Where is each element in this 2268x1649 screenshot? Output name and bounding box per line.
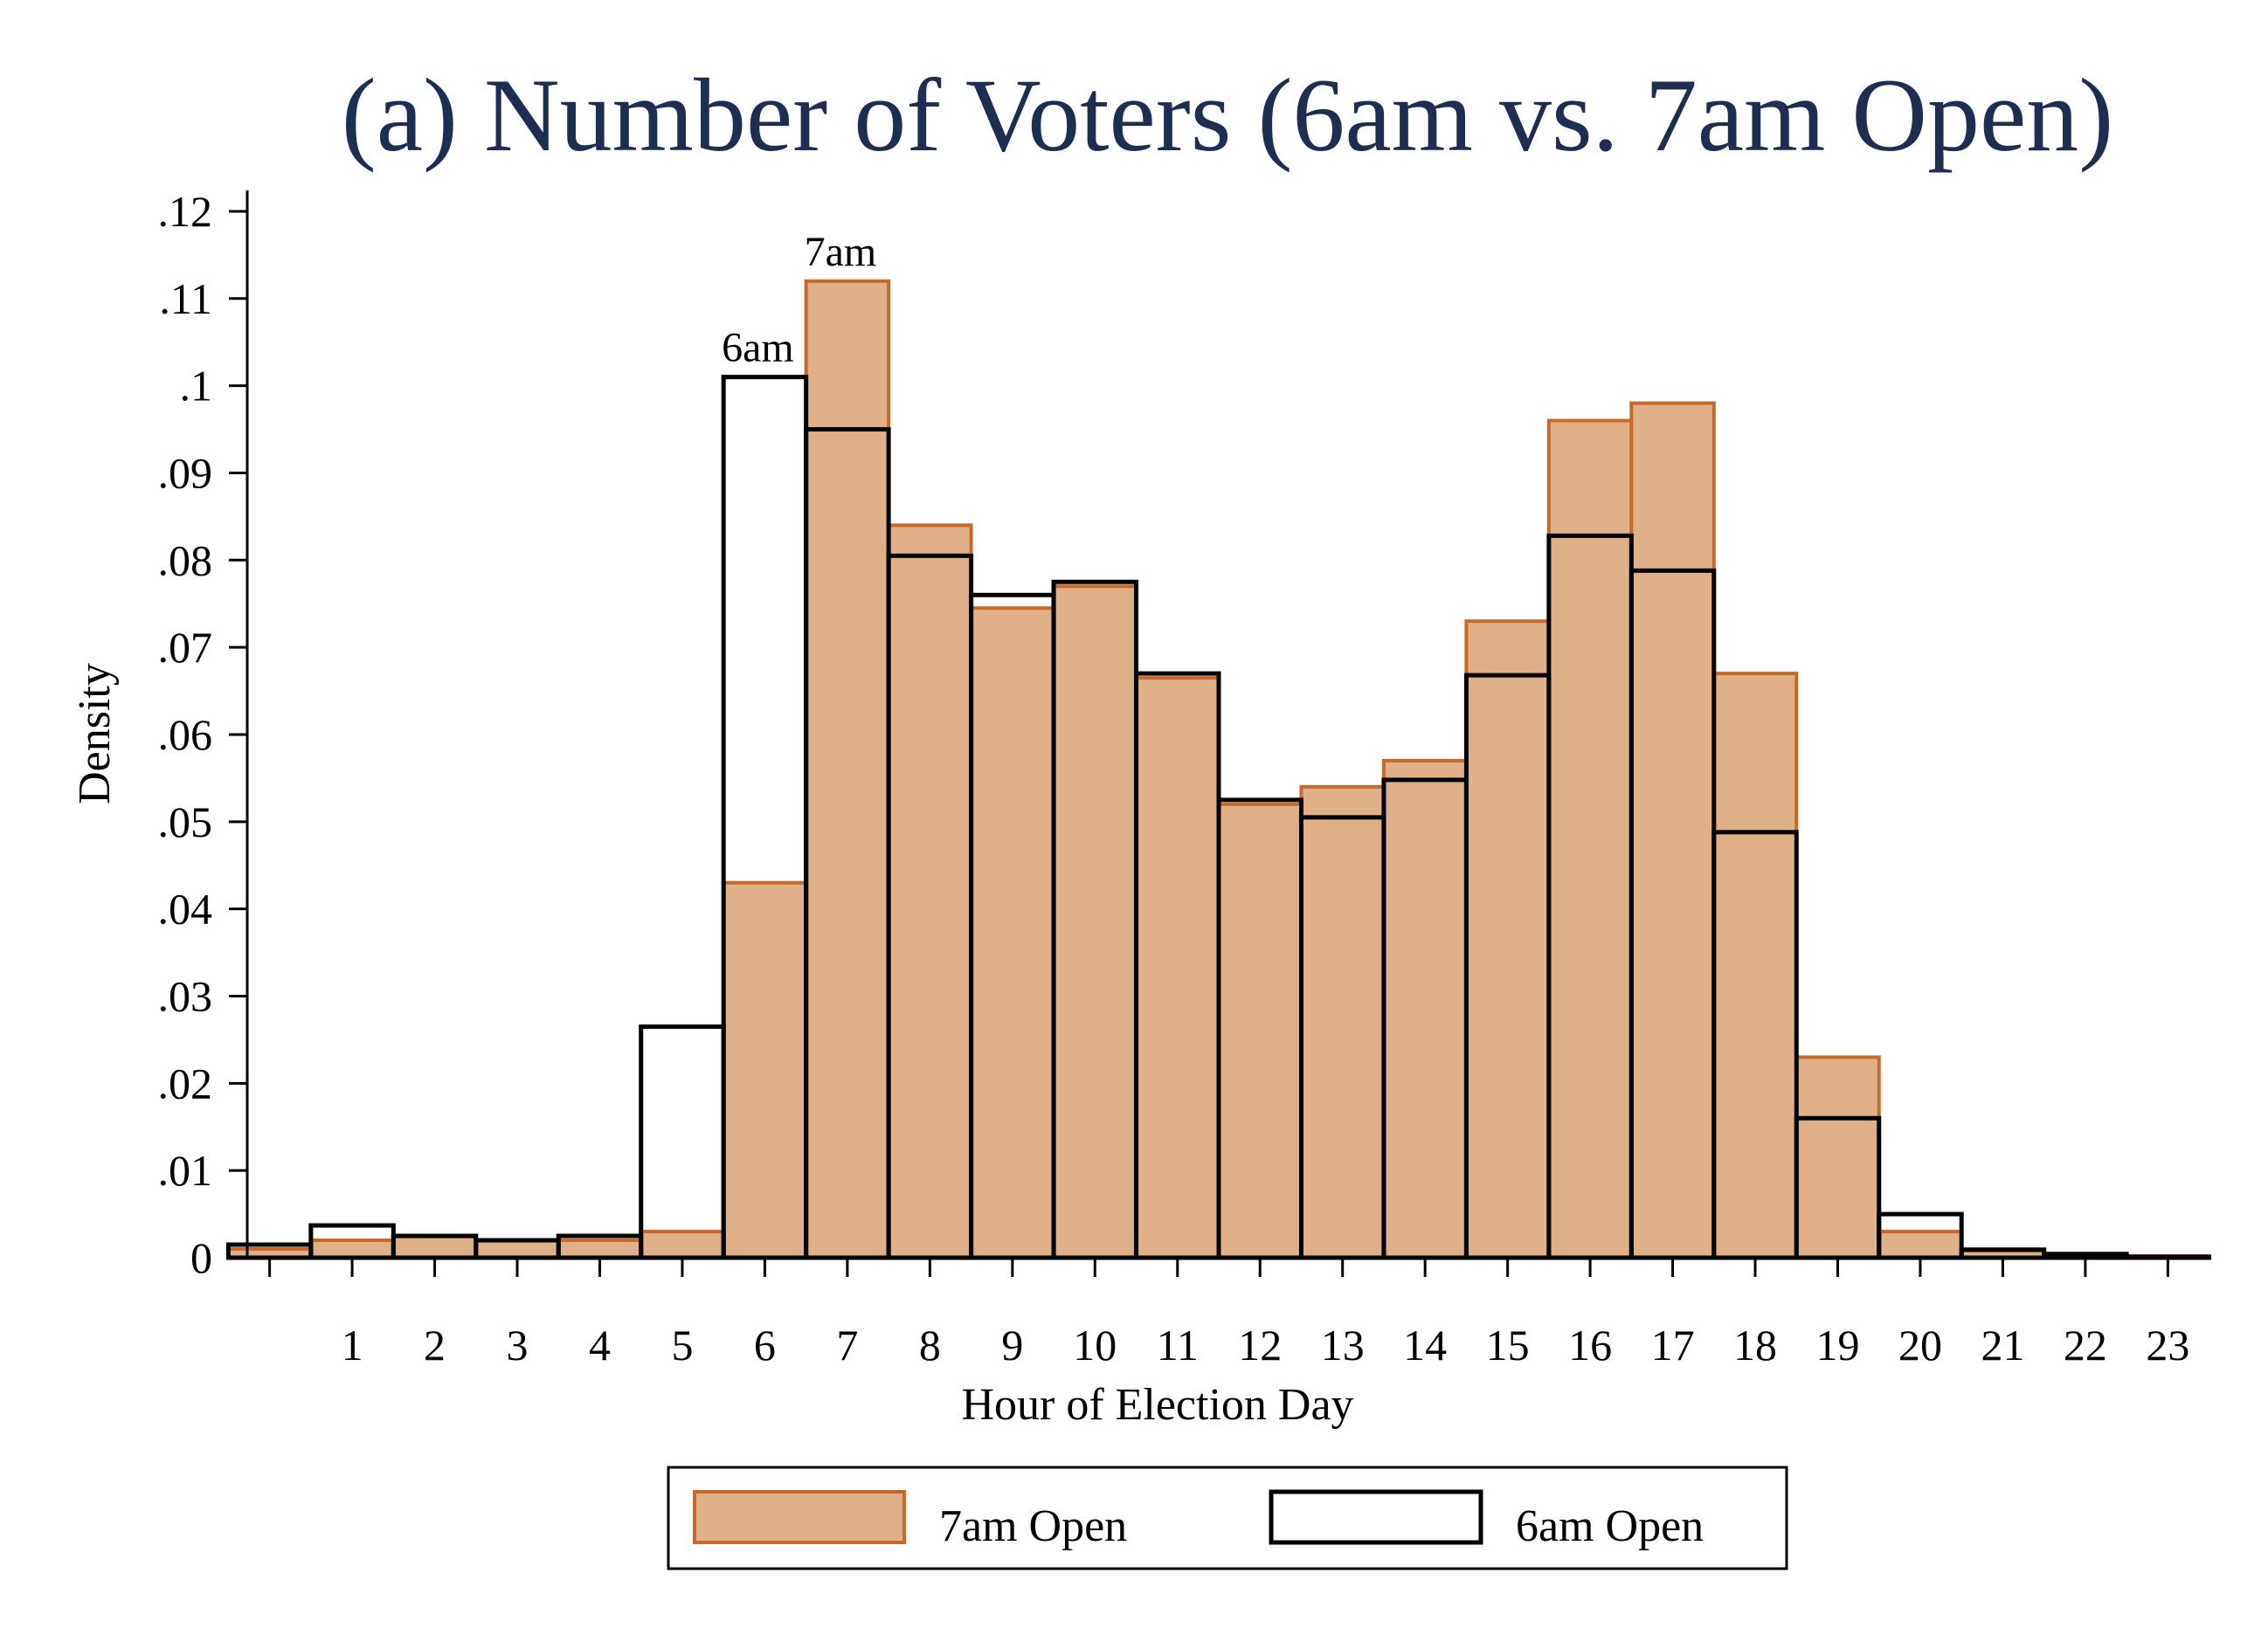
x-tick-label: 8	[919, 1321, 941, 1370]
x-tick-label: 20	[1898, 1321, 1942, 1370]
x-tick-label: 21	[1981, 1321, 2024, 1370]
x-tick-label: 22	[2064, 1321, 2107, 1370]
x-tick-label: 11	[1157, 1321, 1199, 1370]
x-tick-label: 6	[754, 1321, 776, 1370]
x-tick-label: 4	[589, 1321, 611, 1370]
legend: 7am Open 6am Open	[667, 1466, 1788, 1570]
legend-swatch-7am-open	[693, 1490, 906, 1544]
bar-7am-open-hour-13	[1299, 784, 1386, 1259]
legend-swatch-6am-open	[1269, 1489, 1483, 1545]
bar-7am-open-hour-5	[639, 1230, 726, 1260]
x-tick-label: 16	[1568, 1321, 1612, 1370]
bar-7am-open-hour-3	[474, 1238, 561, 1260]
x-tick-label: 3	[507, 1321, 529, 1370]
y-tick-label: .08	[158, 535, 213, 584]
bar-7am-open-hour-18	[1711, 672, 1799, 1259]
y-tick-label: .01	[158, 1146, 213, 1195]
x-axis-label: Hour of Election Day	[961, 1380, 1353, 1430]
x-tick-label: 7	[836, 1321, 858, 1370]
x-tick-label: 2	[424, 1321, 446, 1370]
x-tick-label: 14	[1403, 1321, 1447, 1370]
bar-7am-open-hour-4	[557, 1238, 643, 1260]
y-tick-label: .06	[158, 710, 213, 759]
chart-title: (a) Number of Voters (6am vs. 7am Open)	[342, 57, 2113, 173]
legend-label-6am-open: 6am Open	[1516, 1501, 1704, 1551]
x-tick-label: 12	[1238, 1321, 1282, 1370]
y-tick-label: .07	[158, 623, 213, 672]
y-tick-label: .12	[158, 187, 213, 236]
x-tick-label: 9	[1001, 1321, 1023, 1370]
plot-area: 0.01.02.03.04.05.06.07.08.09.1.11.121 2 3 4…	[158, 187, 2212, 1370]
legend-label-7am-open: 7am Open	[939, 1501, 1127, 1551]
annotation-7am: 7am	[805, 229, 877, 275]
x-tick-label: 17	[1651, 1321, 1695, 1370]
bar-7am-open-hour-6	[722, 880, 808, 1259]
x-tick-label: 10	[1073, 1321, 1117, 1370]
bar-7am-open-hour-9	[969, 606, 1056, 1259]
bar-7am-open-hour-1	[308, 1238, 396, 1260]
x-tick-label: 13	[1321, 1321, 1365, 1370]
x-tick-label: 18	[1733, 1321, 1777, 1370]
y-tick-label: .03	[158, 971, 213, 1020]
bar-7am-open-hour-16	[1546, 418, 1634, 1259]
y-tick-label: .09	[158, 448, 213, 497]
y-tick-label: .05	[158, 797, 213, 846]
y-tick-label: .04	[158, 885, 213, 934]
x-tick-label: 19	[1816, 1321, 1860, 1370]
x-tick-label: 1	[342, 1321, 363, 1370]
x-tick-label: 5	[671, 1321, 693, 1370]
y-tick-label: 0	[190, 1233, 212, 1282]
bar-7am-open-hour-19	[1794, 1055, 1881, 1260]
annotation-6am: 6am	[722, 325, 794, 371]
bar-7am-open-hour-2	[391, 1234, 478, 1260]
bar-7am-open-hour-15	[1464, 619, 1551, 1259]
y-tick-label: .11	[159, 274, 212, 323]
y-axis-label: Density	[70, 663, 120, 804]
x-tick-label: 23	[2146, 1321, 2189, 1370]
x-tick-label: 15	[1486, 1321, 1530, 1370]
bar-7am-open-hour-12	[1217, 802, 1303, 1259]
bar-7am-open-hour-20	[1877, 1230, 1964, 1260]
y-tick-label: .1	[180, 362, 213, 411]
bar-7am-open-hour-11	[1134, 676, 1220, 1259]
y-tick-label: .02	[158, 1059, 213, 1107]
bar-7am-open-hour-14	[1381, 758, 1469, 1259]
bar-7am-open-hour-8	[887, 523, 973, 1259]
bar-7am-open-hour-17	[1629, 401, 1716, 1259]
bar-7am-open-hour-10	[1052, 584, 1138, 1259]
